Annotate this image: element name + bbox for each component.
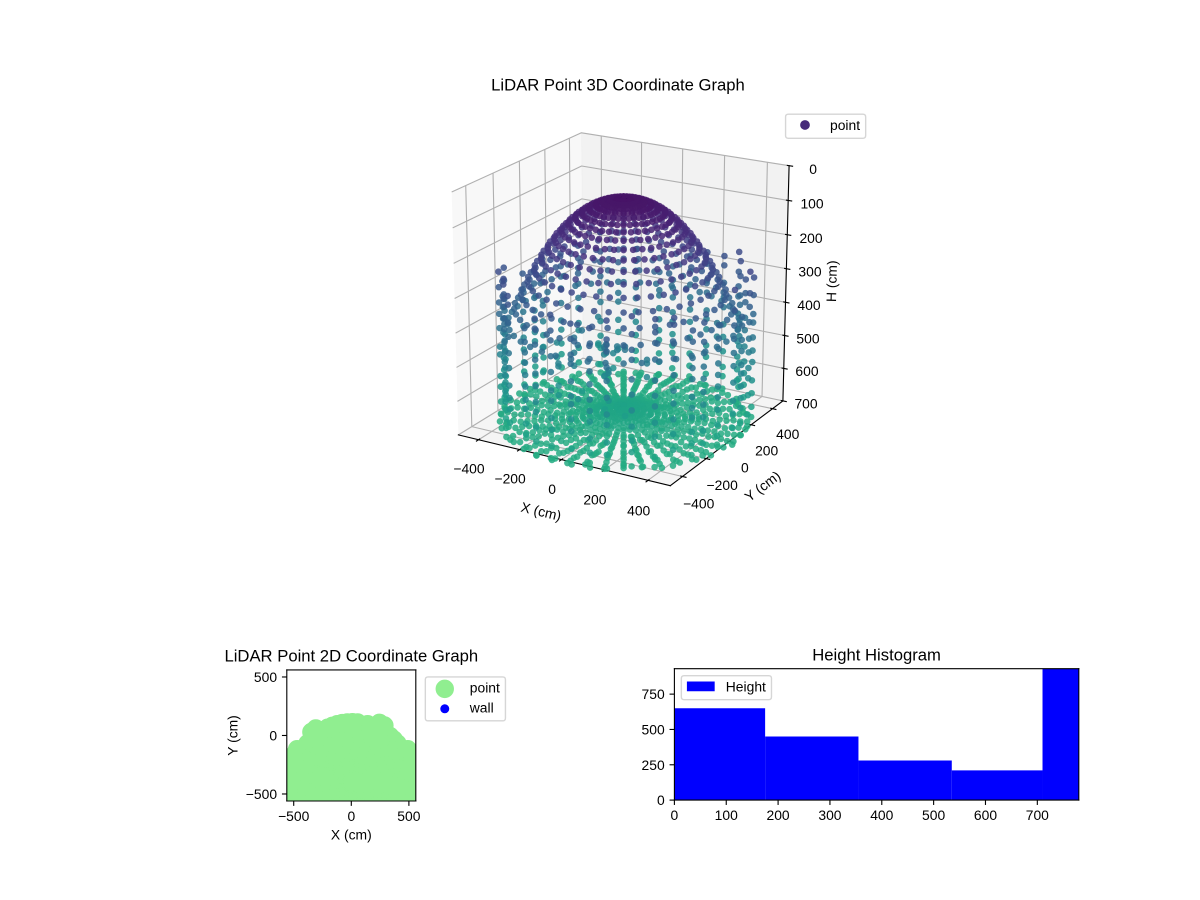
svg-text:X (cm): X (cm)	[331, 826, 372, 842]
svg-text:−200: −200	[707, 477, 739, 493]
svg-text:0: 0	[548, 481, 556, 497]
svg-text:300: 300	[798, 264, 821, 280]
svg-text:300: 300	[818, 807, 841, 823]
svg-text:100: 100	[715, 807, 738, 823]
svg-text:0: 0	[657, 792, 665, 808]
svg-text:500: 500	[397, 808, 420, 824]
svg-text:500: 500	[254, 669, 277, 685]
svg-text:−500: −500	[278, 808, 310, 824]
svg-text:400: 400	[870, 807, 893, 823]
svg-text:−400: −400	[453, 461, 485, 477]
svg-text:0: 0	[347, 808, 355, 824]
svg-text:point: point	[830, 117, 860, 133]
svg-text:0: 0	[671, 807, 679, 823]
svg-text:−500: −500	[246, 786, 278, 802]
svg-text:750: 750	[642, 686, 665, 702]
svg-text:600: 600	[795, 363, 818, 379]
svg-text:700: 700	[794, 396, 817, 412]
svg-text:200: 200	[583, 492, 606, 508]
svg-text:100: 100	[800, 196, 823, 212]
svg-text:LiDAR Point 2D Coordinate Grap: LiDAR Point 2D Coordinate Graph	[224, 647, 478, 666]
svg-text:200: 200	[767, 807, 790, 823]
svg-text:400: 400	[627, 502, 650, 518]
svg-text:500: 500	[922, 807, 945, 823]
svg-text:Height Histogram: Height Histogram	[812, 645, 941, 664]
svg-text:0: 0	[741, 459, 749, 475]
svg-text:wall: wall	[469, 699, 494, 715]
svg-text:200: 200	[799, 230, 822, 246]
svg-text:500: 500	[642, 721, 665, 737]
svg-text:600: 600	[974, 807, 997, 823]
svg-text:Y (cm): Y (cm)	[224, 715, 240, 756]
svg-text:0: 0	[269, 728, 277, 744]
svg-text:400: 400	[797, 297, 820, 313]
svg-text:Height: Height	[726, 678, 766, 694]
svg-text:−200: −200	[494, 471, 526, 487]
svg-text:LiDAR Point 3D Coordinate Grap: LiDAR Point 3D Coordinate Graph	[491, 76, 745, 95]
svg-text:H (cm): H (cm)	[823, 260, 840, 302]
svg-text:700: 700	[1026, 807, 1049, 823]
svg-text:400: 400	[776, 426, 799, 442]
svg-text:500: 500	[796, 330, 819, 346]
svg-text:200: 200	[755, 442, 778, 458]
svg-text:0: 0	[809, 161, 817, 177]
svg-text:−400: −400	[683, 495, 715, 511]
svg-text:250: 250	[642, 757, 665, 773]
svg-text:point: point	[470, 680, 500, 696]
